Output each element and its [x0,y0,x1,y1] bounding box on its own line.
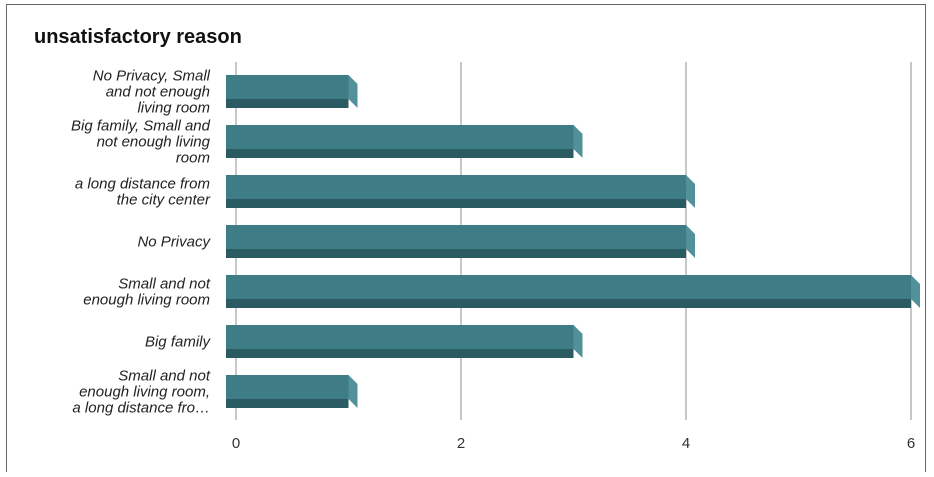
bar-6 [226,375,358,408]
bar-4 [226,275,920,308]
chart-title: unsatisfactory reason [34,26,242,48]
x-tick-label-0: 0 [232,435,240,452]
category-label-2: a long distance from the city center [75,176,211,209]
category-label-6: Small and not enough living room, a long d… [72,368,210,417]
x-tick-label-2: 4 [682,435,690,452]
x-tick-labels: 0 2 4 6 [232,435,915,452]
bar-1 [226,125,583,158]
bar-0 [226,75,358,108]
bar-5 [226,325,583,358]
bar-2 [226,175,695,208]
category-labels: No Privacy, Small and not enough living ro… [71,68,211,417]
x-tick-label-3: 6 [907,435,915,452]
category-label-0: No Privacy, Small and not enough living ro… [93,68,211,117]
bar-3 [226,225,695,258]
category-label-4: Small and not enough living room [83,276,211,309]
category-label-3: No Privacy [137,234,211,251]
category-label-5: Big family [145,334,212,351]
bars [226,75,920,408]
x-tick-label-1: 2 [457,435,465,452]
category-label-1: Big family, Small and not enough living ro… [71,118,211,167]
